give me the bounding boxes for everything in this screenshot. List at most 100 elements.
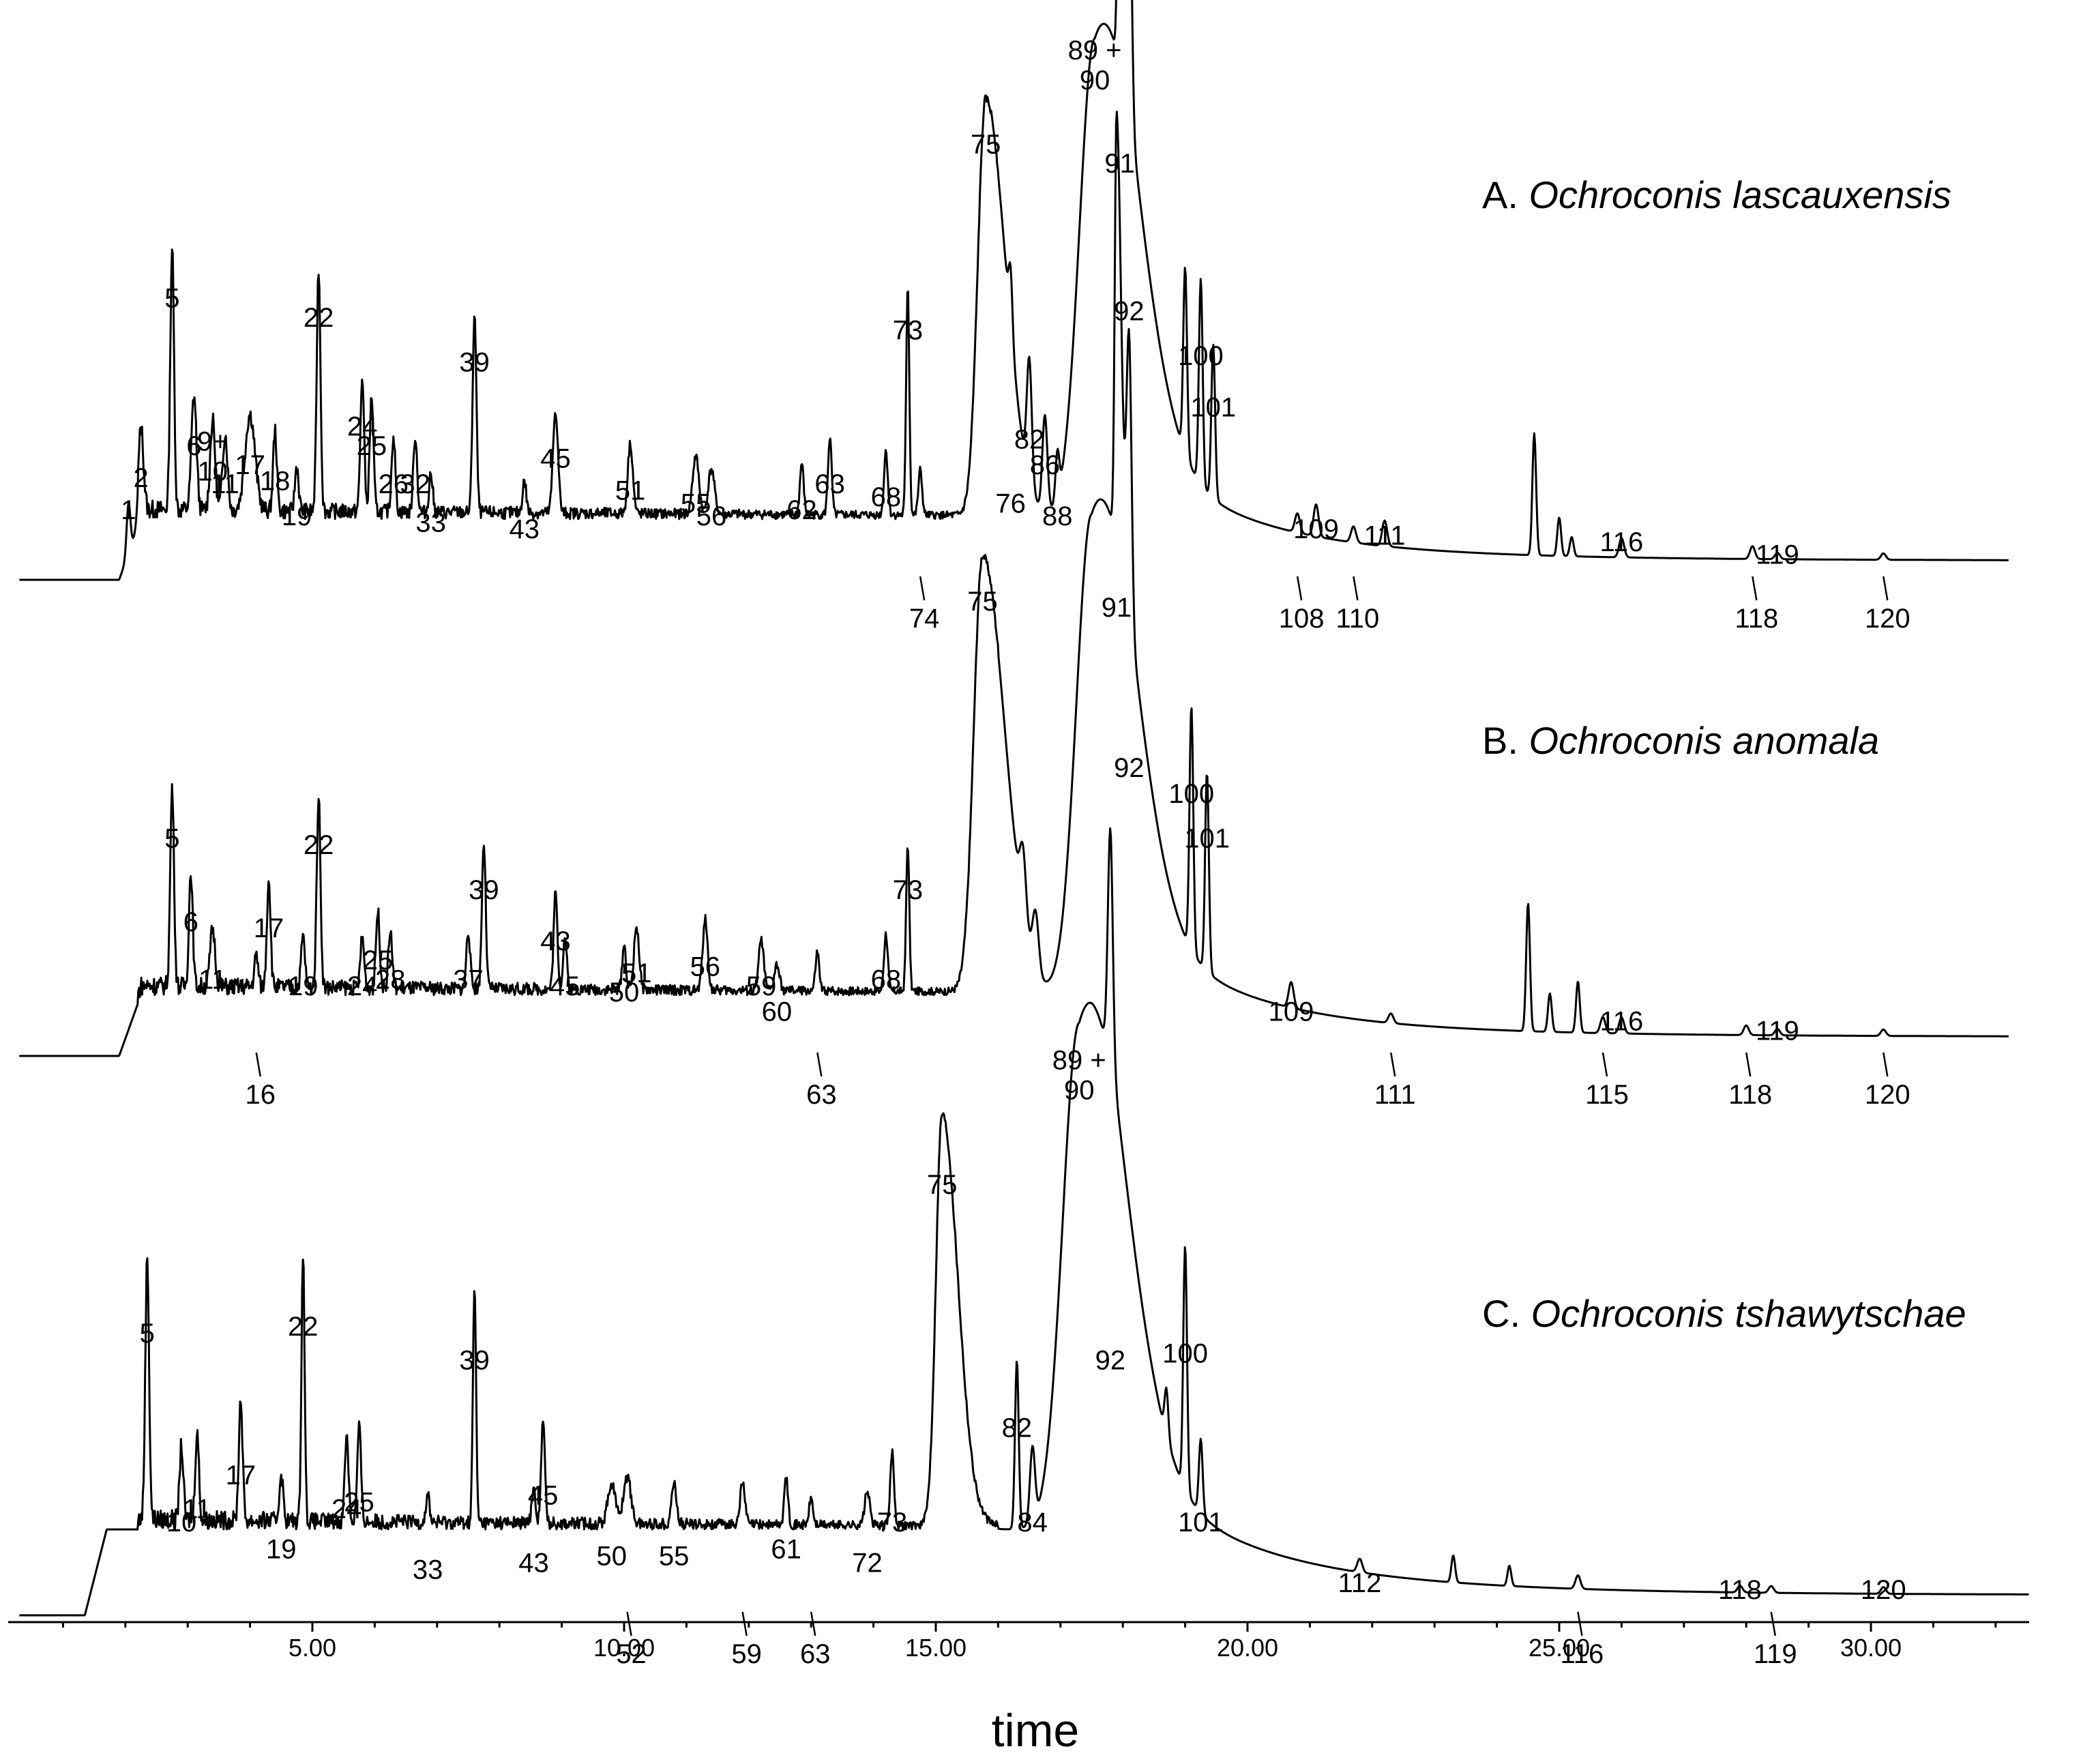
peak-label-a-75: 75 bbox=[971, 130, 1001, 160]
peak-label-c-63: 63 bbox=[800, 1611, 831, 1669]
peak-label-text: 43 bbox=[510, 514, 540, 544]
peak-label-text: 24 bbox=[347, 412, 378, 442]
peak-label-text: 11 bbox=[183, 1494, 211, 1524]
peak-label-b-73: 73 bbox=[893, 875, 924, 905]
x-tick-25: 25.00 bbox=[1529, 1622, 1590, 1662]
peak-label-b-68: 68 bbox=[871, 965, 902, 995]
peak-label-a-56: 56 bbox=[696, 501, 727, 531]
peak-label-c-43: 43 bbox=[518, 1548, 549, 1578]
peak-leader-line bbox=[810, 1611, 816, 1636]
peak-label-a-101: 101 bbox=[1190, 392, 1236, 422]
peak-label-text: 82 bbox=[1002, 1413, 1033, 1443]
peak-label-b-19: 19 bbox=[288, 971, 319, 1001]
peak-label-c-45: 45 bbox=[528, 1481, 559, 1511]
peak-label-c-116: 116 bbox=[1561, 1611, 1604, 1669]
peak-label-text: 101 bbox=[1178, 1508, 1224, 1538]
peak-label-text: 60 bbox=[762, 997, 793, 1027]
x-tick-label: 30.00 bbox=[1840, 1634, 1902, 1662]
peak-label-text: 32 bbox=[400, 469, 431, 499]
peak-label-text: 10 bbox=[166, 1508, 197, 1538]
peak-label-text: 109 bbox=[1293, 514, 1339, 544]
peak-label-a-55: 55 bbox=[681, 488, 711, 518]
peak-label-b-6: 6 bbox=[183, 907, 198, 937]
peak-leader-line bbox=[816, 1052, 823, 1077]
peak-label-text: 61 bbox=[771, 1535, 801, 1565]
peak-label-b-45: 45 bbox=[550, 971, 580, 1001]
peak-label-c-24: 24 bbox=[331, 1494, 362, 1524]
peak-label-a-73: 73 bbox=[893, 316, 924, 346]
peak-label-a-76: 76 bbox=[995, 488, 1026, 518]
peak-label-text: 111 bbox=[1374, 1080, 1416, 1110]
peak-label-text: 43 bbox=[540, 926, 571, 956]
peak-label-text: 11 bbox=[211, 469, 239, 499]
peak-label-c-120: 120 bbox=[1861, 1575, 1906, 1605]
peak-label-text: 116 bbox=[1561, 1639, 1604, 1669]
species-name-c: Ochroconis tshawytschae bbox=[1531, 1292, 1966, 1335]
peak-label-text: 120 bbox=[1865, 1080, 1910, 1110]
peak-label-text: 25 bbox=[363, 945, 394, 975]
peak-label-text: 63 bbox=[814, 469, 845, 499]
x-tick-20: 20.00 bbox=[1217, 1622, 1278, 1662]
peak-label-c-73: 73 bbox=[877, 1508, 908, 1538]
peak-label-c-100: 100 bbox=[1162, 1339, 1208, 1369]
peak-label-text: 1 bbox=[121, 495, 136, 525]
peak-label-a-6: 6 bbox=[186, 431, 201, 461]
peak-label-text: 24 bbox=[331, 1494, 362, 1524]
peak-label-c-17: 17 bbox=[226, 1460, 256, 1490]
peak-label-a-18: 18 bbox=[260, 467, 291, 497]
peak-label-text: 111 bbox=[1364, 520, 1406, 550]
peak-label-text: 16 bbox=[245, 1080, 276, 1110]
peak-label-text: 92 bbox=[1114, 753, 1145, 783]
peak-leader-line bbox=[919, 576, 926, 601]
peak-label-text: 68 bbox=[871, 965, 902, 995]
chromatogram-trace-a bbox=[19, 0, 2009, 581]
peak-label-c-22: 22 bbox=[288, 1312, 319, 1342]
peak-label-c-92: 92 bbox=[1095, 1346, 1126, 1376]
peak-label-text: 59 bbox=[731, 1639, 762, 1669]
peak-label-b-22: 22 bbox=[304, 830, 334, 860]
x-tick-10: 10.00 bbox=[593, 1622, 655, 1662]
peak-label-b-28: 28 bbox=[375, 965, 406, 995]
peak-label-text: 119 bbox=[1756, 540, 1799, 570]
peak-label-text: 37 bbox=[453, 965, 484, 995]
peak-label-a-62: 62 bbox=[786, 495, 817, 525]
peak-label-text: 51 bbox=[615, 476, 646, 506]
peak-label-text: 118 bbox=[1728, 1080, 1772, 1110]
peak-label-text: 100 bbox=[1162, 1339, 1208, 1369]
peak-label-text: 39 bbox=[469, 875, 499, 905]
peak-label-text: 63 bbox=[800, 1639, 831, 1669]
x-axis-title: time bbox=[992, 1705, 1079, 1756]
peak-label-text: 33 bbox=[415, 508, 446, 538]
peak-label-text: 74 bbox=[909, 604, 940, 634]
peak-label-c-84: 84 bbox=[1017, 1508, 1048, 1538]
peak-label-text: 17 bbox=[254, 913, 284, 943]
peak-label-a-109: 109 bbox=[1293, 514, 1339, 544]
peak-label-b-37: 37 bbox=[453, 965, 484, 995]
peak-label-a-110: 110 bbox=[1335, 576, 1379, 634]
peak-label-text: 59 bbox=[746, 971, 777, 1001]
peak-label-a-25: 25 bbox=[357, 431, 387, 461]
peak-label-a-111: 111 bbox=[1364, 520, 1406, 550]
peak-label-c-75: 75 bbox=[927, 1170, 958, 1200]
peak-label-text: 45 bbox=[540, 444, 571, 474]
peak-label-a-17: 17 bbox=[235, 450, 265, 480]
peak-label-text: 63 bbox=[806, 1080, 837, 1110]
peak-label-b-59: 59 bbox=[746, 971, 777, 1001]
peak-label-a-22: 22 bbox=[304, 303, 334, 333]
peak-label-a-43: 43 bbox=[510, 514, 540, 544]
peak-label-text: 56 bbox=[696, 501, 727, 531]
peak-label-text: 115 bbox=[1585, 1080, 1629, 1110]
peak-label-a-88: 88 bbox=[1042, 501, 1073, 531]
peak-leader-line bbox=[1353, 576, 1359, 601]
peak-label-a-51: 51 bbox=[615, 476, 646, 506]
x-tick-label: 15.00 bbox=[905, 1634, 966, 1662]
peak-label-text: 52 bbox=[616, 1639, 647, 1669]
peak-label-c-39: 39 bbox=[459, 1346, 490, 1376]
peak-label-text: 10 bbox=[198, 456, 228, 486]
peak-label-text: 108 bbox=[1279, 604, 1325, 634]
panel-letter-b: B. bbox=[1482, 719, 1518, 762]
peak-label-b-118: 118 bbox=[1728, 1052, 1772, 1110]
panel-letter-c: C. bbox=[1482, 1292, 1520, 1335]
peak-label-text: 101 bbox=[1190, 392, 1236, 422]
